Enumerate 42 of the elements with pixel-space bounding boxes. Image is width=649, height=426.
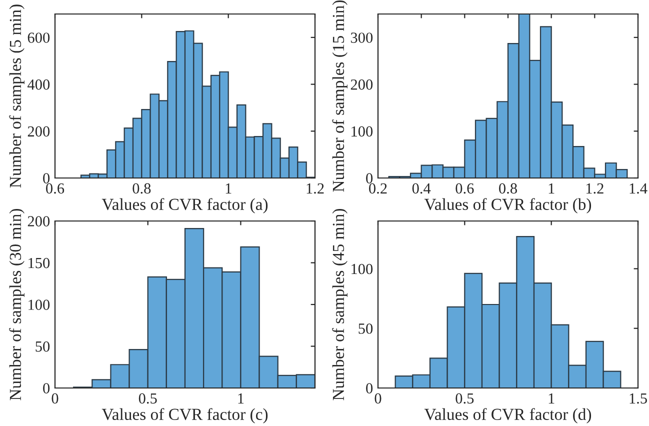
- x-tick-label: 1: [238, 393, 244, 404]
- x-tick-label: 0.8: [499, 183, 517, 194]
- y-tick-label: 0: [366, 173, 373, 184]
- x-tick-label: 0: [374, 393, 382, 404]
- y-axis-title: Number of samples (30 min): [9, 208, 24, 400]
- x-tick-label: 1.5: [630, 393, 647, 404]
- y-axis-title: Number of samples (45 min): [332, 208, 348, 400]
- x-tick-label: 0: [52, 393, 58, 404]
- x-tick-label: 0.5: [138, 393, 157, 404]
- y-tick-label: 100: [28, 300, 50, 310]
- y-tick-label: 0: [43, 383, 50, 394]
- x-tick-label: 1: [226, 183, 232, 194]
- y-tick-label: 0: [43, 173, 50, 184]
- x-axis-title: Values of CVR factor (c): [102, 408, 268, 424]
- y-tick-label: 300: [350, 32, 373, 43]
- x-tick-label: 0.6: [46, 183, 64, 194]
- x-axis-title: Values of CVR factor (a): [102, 198, 268, 214]
- x-tick-label: 1: [548, 393, 554, 404]
- x-tick-label: 0.6: [456, 183, 474, 194]
- x-axis-title: Values of CVR factor (d): [424, 408, 592, 424]
- x-tick-label: 1.2: [306, 183, 324, 194]
- y-tick-label: 0: [366, 383, 373, 394]
- x-tick-label: 0.8: [132, 183, 151, 194]
- y-tick-label: 200: [28, 126, 50, 137]
- x-tick-label: 1.2: [586, 183, 604, 194]
- y-tick-label: 100: [352, 126, 373, 137]
- y-tick-label: 200: [28, 216, 50, 226]
- x-tick-label: 1: [548, 183, 554, 194]
- y-tick-label: 600: [28, 32, 50, 43]
- x-tick-label: 0.5: [456, 393, 474, 404]
- x-tick-label: 0.2: [369, 183, 387, 194]
- y-tick-label: 150: [28, 258, 50, 268]
- y-tick-label: 400: [28, 79, 50, 90]
- y-tick-label: 200: [350, 79, 373, 90]
- x-axis-title: Values of CVR factor (b): [424, 198, 592, 214]
- y-axis-title: Number of samples (5 min): [9, 4, 24, 188]
- y-tick-label: 100: [352, 264, 373, 274]
- y-tick-label: 50: [36, 341, 50, 352]
- y-axis-title: Number of samples (15 min): [332, 0, 348, 192]
- y-tick-label: 50: [358, 324, 373, 334]
- x-tick-label: 1.4: [630, 183, 648, 194]
- x-tick-label: 0.4: [412, 183, 431, 194]
